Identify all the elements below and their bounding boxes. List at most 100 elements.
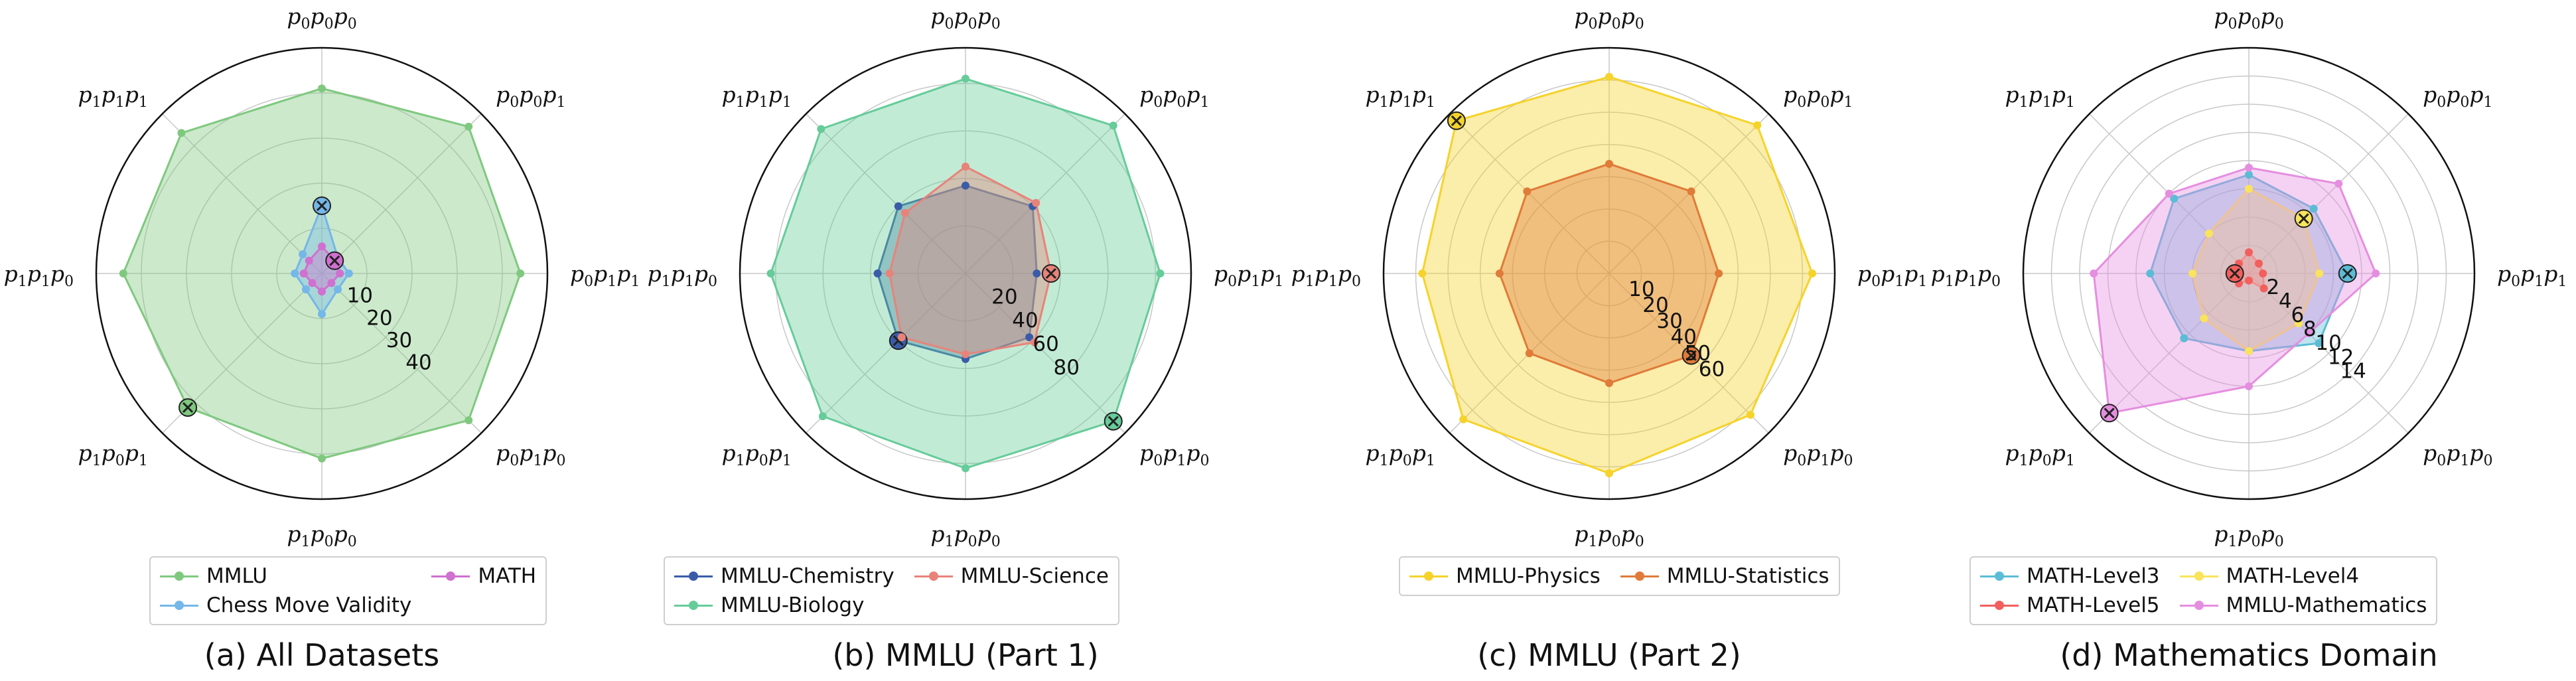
radial-tick-label: 10 bbox=[347, 284, 373, 308]
data-point bbox=[2315, 269, 2324, 277]
legend-label: MMLU-Mathematics bbox=[2226, 593, 2427, 617]
axis-label: p1p0p1 bbox=[722, 440, 792, 469]
data-point bbox=[2259, 284, 2268, 293]
data-point bbox=[465, 122, 473, 131]
data-point bbox=[1605, 159, 1613, 168]
radial-tick-label: 40 bbox=[405, 351, 431, 375]
legend-item: MMLU-Biology bbox=[674, 593, 894, 617]
axis-label: p1p0p0 bbox=[1574, 521, 1644, 550]
legend-label: MATH bbox=[478, 564, 537, 588]
data-point bbox=[1605, 469, 1613, 478]
axis-label: p1p1p0 bbox=[1291, 261, 1361, 290]
legend-label: Chess Move Validity bbox=[206, 593, 412, 617]
legend-label: MATH-Level5 bbox=[2027, 593, 2160, 617]
radar-panel: 20 40 60 80 p0p0p0 p0p0p1 p0p1p1 p0p1p0 p1p0p0 p1… bbox=[644, 0, 1287, 681]
data-point bbox=[336, 269, 344, 277]
legend-swatch bbox=[160, 569, 198, 583]
axis-label: p1p1p0 bbox=[4, 261, 74, 290]
data-point bbox=[962, 464, 969, 473]
radial-tick-label: 4 bbox=[2279, 289, 2292, 313]
legend-swatch bbox=[1620, 569, 1659, 583]
legend-label: MMLU-Science bbox=[960, 564, 1109, 588]
axis-label: p0p1p1 bbox=[1214, 261, 1283, 290]
data-point bbox=[305, 256, 313, 265]
radial-tick-label: 8 bbox=[2303, 317, 2317, 341]
data-point bbox=[2180, 334, 2188, 342]
radial-tick-label: 6 bbox=[2291, 303, 2304, 327]
legend-item: MMLU bbox=[160, 564, 411, 588]
legend-label: MMLU-Chemistry bbox=[721, 564, 894, 588]
radial-tick-label: 20 bbox=[1642, 293, 1668, 317]
legend-label: MMLU-Physics bbox=[1456, 564, 1601, 588]
data-point bbox=[318, 287, 326, 296]
data-point bbox=[1156, 269, 1165, 277]
grid-spoke bbox=[162, 114, 322, 274]
highlight-marker bbox=[2225, 264, 2244, 283]
highlight-marker bbox=[2294, 209, 2313, 228]
grid-spoke bbox=[806, 114, 966, 274]
legend: MMLU MATH Chess Move Validity bbox=[149, 556, 547, 625]
legend-swatch bbox=[914, 569, 953, 583]
data-point bbox=[177, 129, 186, 137]
radial-tick-label: 50 bbox=[1685, 341, 1711, 365]
data-point bbox=[1753, 121, 1762, 129]
legend-label: MMLU bbox=[206, 564, 267, 588]
data-point bbox=[1025, 333, 1034, 342]
data-point bbox=[318, 454, 326, 463]
grid-spoke bbox=[2089, 273, 2250, 433]
data-point bbox=[2315, 339, 2323, 348]
legend-item: MMLU-Statistics bbox=[1620, 564, 1829, 588]
radial-tick-label: 40 bbox=[1671, 325, 1697, 349]
highlight-marker bbox=[313, 196, 331, 215]
highlight-marker bbox=[1682, 346, 1701, 365]
axis-label: p0p1p1 bbox=[2497, 261, 2567, 290]
panel-caption: (d) Mathematics Domain bbox=[2060, 637, 2438, 673]
highlight-marker bbox=[325, 251, 344, 270]
axis-label: p0p0p0 bbox=[2214, 3, 2283, 33]
axis-label: p1p0p0 bbox=[287, 521, 356, 550]
axis-label: p0p0p1 bbox=[1139, 82, 1209, 111]
panel-caption: (a) All Datasets bbox=[204, 637, 440, 673]
radial-tick-label: 30 bbox=[386, 329, 412, 352]
radial-tick-label: 20 bbox=[366, 306, 392, 330]
legend-swatch bbox=[2179, 599, 2218, 612]
legend-item: MATH-Level5 bbox=[1980, 593, 2160, 617]
legend-item: MMLU-Chemistry bbox=[674, 564, 894, 588]
data-point bbox=[885, 269, 894, 277]
axis-label: p0p0p0 bbox=[930, 3, 1000, 33]
axis-label: p0p0p0 bbox=[1574, 3, 1644, 33]
data-point bbox=[2146, 269, 2155, 277]
polar-frame bbox=[2022, 46, 2476, 500]
legend-item: MMLU-Physics bbox=[1409, 564, 1601, 588]
data-point bbox=[327, 279, 336, 287]
data-point bbox=[318, 310, 326, 319]
legend: MATH-Level3 MATH-Level4 MATH-Level5 MMLU-Ma… bbox=[1969, 556, 2438, 625]
data-point bbox=[318, 242, 326, 251]
data-point bbox=[2309, 204, 2318, 213]
data-point bbox=[1459, 415, 1468, 423]
data-point bbox=[2245, 382, 2253, 390]
axis-label: p1p1p1 bbox=[2005, 82, 2075, 111]
legend-swatch bbox=[1409, 569, 1448, 583]
data-point bbox=[2245, 185, 2253, 193]
axis-label: p1p0p1 bbox=[1366, 440, 1435, 469]
legend-item: MMLU-Mathematics bbox=[2179, 593, 2427, 617]
data-point bbox=[1808, 269, 1816, 277]
data-point bbox=[119, 269, 127, 277]
data-point bbox=[1687, 187, 1695, 196]
data-point bbox=[2188, 269, 2196, 277]
radial-tick-label: 10 bbox=[1628, 277, 1654, 301]
data-point bbox=[1033, 269, 1041, 277]
radial-tick-label: 30 bbox=[1656, 309, 1682, 333]
data-point bbox=[766, 269, 775, 277]
legend-item: MATH bbox=[431, 564, 536, 588]
data-point bbox=[318, 84, 326, 93]
data-point bbox=[308, 279, 317, 287]
legend: MMLU-Physics MMLU-Statistics bbox=[1399, 556, 1840, 596]
data-point bbox=[1495, 269, 1504, 277]
radar-panel: 2 4 6 8 10 12 14 p0p0p0 p0p0p1 p0p1p1 p0p1p0 p1p0p0… bbox=[1927, 0, 2571, 681]
data-point bbox=[2200, 314, 2208, 323]
data-point bbox=[2245, 163, 2253, 172]
